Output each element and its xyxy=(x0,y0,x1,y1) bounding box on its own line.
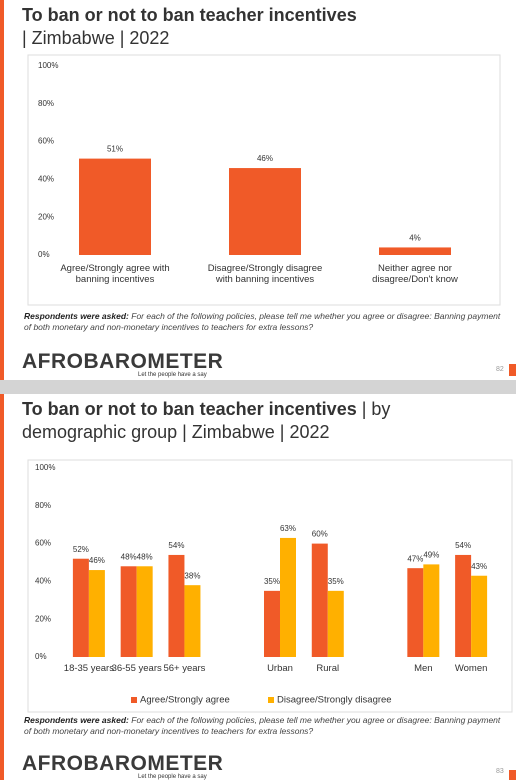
note-label: Respondents were asked: xyxy=(24,311,129,321)
data-label: 46% xyxy=(89,556,105,565)
bar xyxy=(264,590,280,657)
subtitle-text: | by demographic group | Zimbabwe | 2022 xyxy=(22,399,391,442)
brand-tagline: Let the people have a say xyxy=(138,372,207,378)
legend-swatch xyxy=(131,697,137,703)
title-text: To ban or not to ban teacher incentives xyxy=(22,399,357,419)
page-accent xyxy=(509,364,516,376)
bar xyxy=(280,537,296,657)
slide-separator xyxy=(0,380,516,394)
bar xyxy=(379,247,451,255)
y-tick-label: 100% xyxy=(35,463,55,472)
y-tick-label: 60% xyxy=(35,539,51,548)
y-tick-label: 0% xyxy=(38,250,50,259)
x-tick-label: 36-55 years xyxy=(111,663,162,674)
bar xyxy=(136,566,153,657)
data-label: 49% xyxy=(423,550,439,559)
bar xyxy=(407,568,424,657)
legend-swatch xyxy=(268,697,274,703)
x-tick-label: Women xyxy=(454,663,488,674)
data-label: 63% xyxy=(280,524,296,533)
y-tick-label: 40% xyxy=(38,175,54,184)
y-tick-label: 20% xyxy=(38,212,54,221)
accent-bar xyxy=(0,394,4,780)
bar xyxy=(229,168,301,255)
survey-note: Respondents were asked: For each of the … xyxy=(24,311,506,333)
data-label: 48% xyxy=(137,552,153,561)
y-tick-label: 60% xyxy=(38,137,54,146)
bar xyxy=(168,554,185,657)
y-tick-label: 20% xyxy=(35,614,51,623)
data-label: 54% xyxy=(455,541,471,550)
subtitle-text: | Zimbabwe | 2022 xyxy=(22,28,170,48)
bar xyxy=(311,543,328,657)
bar xyxy=(455,554,472,657)
brand-logo: AFROBAROMETER xyxy=(22,752,224,775)
y-tick-label: 80% xyxy=(35,501,51,510)
brand-logo: AFROBAROMETER xyxy=(22,350,224,373)
bar xyxy=(471,575,488,657)
note-text: For each of the following policies, plea… xyxy=(24,311,501,332)
x-tick-label: 18-35 years xyxy=(63,663,114,674)
chart-title: To ban or not to ban teacher incentives |… xyxy=(22,4,502,50)
chart-frame xyxy=(27,459,513,713)
note-text: For each of the following policies, plea… xyxy=(24,715,501,736)
data-label: 4% xyxy=(409,234,421,243)
page-number: 82 xyxy=(496,366,504,373)
data-label: 52% xyxy=(73,545,89,554)
data-label: 46% xyxy=(257,154,273,163)
legend-label: Disagree/Strongly disagree xyxy=(277,695,392,706)
y-tick-label: 100% xyxy=(38,61,58,70)
x-tick-label: 56+ years xyxy=(163,663,206,674)
bar xyxy=(72,558,89,657)
data-label: 48% xyxy=(121,552,137,561)
y-tick-label: 80% xyxy=(38,99,54,108)
page-accent xyxy=(509,770,516,780)
bar xyxy=(88,570,105,657)
chart-title: To ban or not to ban teacher incentives … xyxy=(22,398,492,444)
x-tick-label: Urban xyxy=(267,663,293,674)
bar xyxy=(327,590,344,657)
x-tick-label: Disagree/Strongly disagree with banning … xyxy=(207,263,323,285)
page-number: 83 xyxy=(496,768,504,775)
brand-tagline: Let the people have a say xyxy=(138,774,207,780)
data-label: 35% xyxy=(264,577,280,586)
data-label: 43% xyxy=(471,562,487,571)
title-text: To ban or not to ban teacher incentives xyxy=(22,5,357,25)
data-label: 38% xyxy=(184,571,200,580)
data-label: 51% xyxy=(107,145,123,154)
data-label: 60% xyxy=(312,530,328,539)
bar xyxy=(184,585,201,657)
y-tick-label: 0% xyxy=(35,652,47,661)
x-tick-label: Agree/Strongly agree with banning incent… xyxy=(60,263,170,285)
bar xyxy=(120,566,137,657)
accent-bar xyxy=(0,0,4,380)
note-label: Respondents were asked: xyxy=(24,715,129,725)
chart-frame xyxy=(27,54,501,306)
y-tick-label: 40% xyxy=(35,577,51,586)
legend-label: Agree/Strongly agree xyxy=(140,695,230,706)
bar xyxy=(423,564,440,657)
data-label: 35% xyxy=(328,577,344,586)
bar xyxy=(79,158,151,255)
x-tick-label: Neither agree nor disagree/Don't know xyxy=(372,263,458,285)
data-label: 47% xyxy=(407,554,423,563)
x-tick-label: Rural xyxy=(316,663,340,674)
survey-note: Respondents were asked: For each of the … xyxy=(24,715,506,737)
x-tick-label: Men xyxy=(414,663,433,674)
data-label: 54% xyxy=(168,541,184,550)
